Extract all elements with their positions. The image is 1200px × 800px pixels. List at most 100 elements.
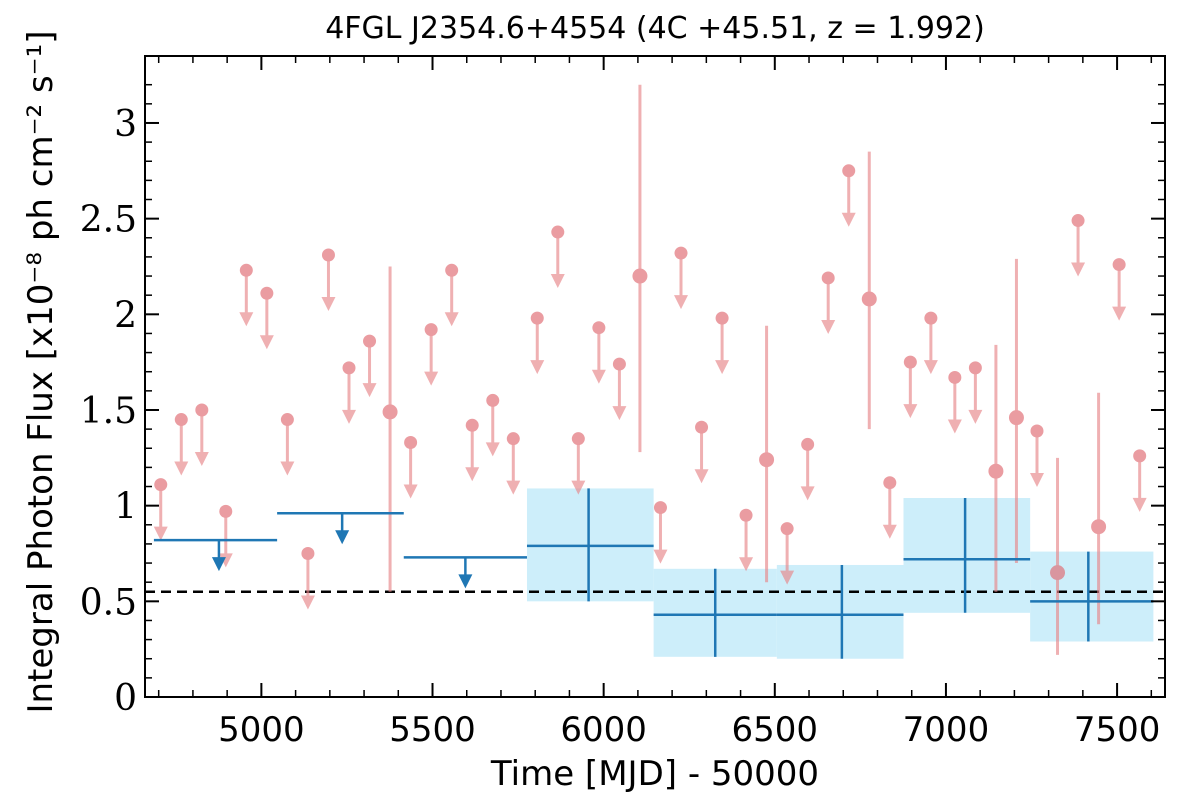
monthly-detection (382, 266, 398, 592)
x-tick-label: 7500 (1074, 710, 1161, 750)
monthly-upper-limit (1071, 214, 1086, 277)
monthly-ul-marker (592, 321, 606, 335)
monthly-upper-limit (530, 311, 545, 375)
monthly-ul-marker (842, 164, 856, 178)
tick-layer: 5000 5500 6000 6500 7000 7500 0 0.5 1 1.5 2 2.5 3 (80, 56, 1165, 750)
monthly-ul-arrowhead (300, 595, 315, 610)
monthly-points-layer (153, 84, 1147, 655)
y-tick-label: 2.5 (80, 200, 137, 241)
monthly-ul-marker (1071, 214, 1085, 228)
binned-detection (903, 498, 1031, 613)
monthly-ul-marker (301, 546, 315, 560)
monthly-ul-arrowhead (739, 557, 754, 572)
monthly-ul-marker (424, 323, 438, 337)
monthly-ul-arrowhead (653, 549, 668, 564)
monthly-ul-marker (968, 361, 982, 375)
y-tick-label: 1.5 (80, 391, 137, 432)
binned-detection (1030, 551, 1154, 642)
monthly-ul-arrowhead (923, 360, 938, 375)
monthly-ul-arrowhead (821, 319, 836, 334)
binned-points-layer (153, 488, 1154, 659)
monthly-upper-limit (424, 323, 439, 386)
monthly-marker (1091, 519, 1107, 535)
x-tick-label: 7000 (903, 710, 990, 750)
monthly-ul-arrowhead (968, 409, 983, 424)
monthly-detection (632, 84, 648, 453)
monthly-ul-arrowhead (362, 383, 377, 398)
monthly-upper-limit (342, 361, 356, 424)
monthly-ul-marker (924, 311, 938, 325)
monthly-upper-limit (715, 311, 730, 375)
monthly-ul-marker (321, 248, 335, 262)
monthly-ul-marker (342, 361, 356, 375)
monthly-marker (759, 452, 775, 468)
x-tick-label: 6000 (560, 710, 647, 750)
monthly-ul-arrowhead (612, 406, 627, 421)
monthly-upper-limit (968, 361, 983, 424)
monthly-upper-limit (739, 508, 754, 572)
monthly-upper-limit (280, 413, 295, 476)
monthly-upper-limit (362, 334, 377, 398)
monthly-ul-arrowhead (424, 371, 439, 386)
monthly-ul-arrowhead (403, 484, 418, 499)
monthly-ul-marker (486, 393, 500, 407)
monthly-ul-marker (465, 418, 479, 432)
monthly-ul-arrowhead (1071, 262, 1086, 277)
monthly-upper-limit (674, 246, 689, 310)
monthly-upper-limit (259, 286, 274, 350)
monthly-ul-marker (903, 355, 917, 369)
y-tick-label: 1 (114, 487, 137, 528)
monthly-ul-arrowhead (506, 480, 521, 495)
binned-band (903, 498, 1031, 613)
x-axis-label: Time [MJD] - 50000 (490, 754, 819, 794)
monthly-ul-arrowhead (780, 570, 795, 585)
monthly-ul-marker (530, 311, 544, 325)
monthly-detection (1008, 258, 1024, 564)
monthly-ul-arrowhead (694, 469, 709, 484)
monthly-ul-arrowhead (153, 526, 168, 541)
monthly-ul-marker (739, 508, 753, 522)
monthly-ul-arrowhead (239, 312, 254, 327)
monthly-ul-marker (219, 504, 233, 518)
monthly-ul-arrowhead (259, 335, 274, 350)
x-tick-label: 6500 (732, 710, 819, 750)
monthly-ul-arrowhead (1029, 473, 1044, 488)
binned-detection (776, 564, 904, 659)
monthly-ul-arrowhead (321, 296, 336, 311)
monthly-ul-marker (239, 263, 253, 277)
monthly-ul-arrowhead (591, 369, 606, 384)
monthly-ul-arrowhead (674, 295, 689, 310)
monthly-upper-limit (444, 263, 459, 327)
monthly-ul-marker (195, 403, 209, 417)
monthly-detection (861, 151, 877, 430)
monthly-ul-arrowhead (280, 461, 295, 476)
monthly-upper-limit (821, 271, 836, 334)
monthly-ul-marker (883, 476, 897, 490)
monthly-ul-arrowhead (550, 274, 565, 289)
monthly-ul-marker (1112, 258, 1126, 272)
binned-detection (526, 488, 654, 602)
monthly-upper-limit (591, 321, 606, 384)
monthly-upper-limit (571, 432, 586, 495)
monthly-ul-marker (506, 432, 520, 446)
monthly-upper-limit (153, 478, 168, 541)
monthly-detection (1050, 457, 1066, 655)
monthly-upper-limit (947, 370, 962, 434)
monthly-upper-limit (694, 420, 709, 484)
monthly-ul-marker (1030, 424, 1044, 438)
y-axis-label: Integral Photon Flux [x10⁻⁸ ph cm⁻² s⁻¹] (21, 30, 61, 713)
y-tick-label: 2 (114, 295, 137, 336)
monthly-ul-arrowhead (1132, 497, 1147, 512)
monthly-upper-limit (485, 393, 500, 457)
monthly-ul-marker (404, 436, 418, 450)
monthly-detection (988, 344, 1004, 592)
binned-ul-arrowhead (458, 574, 473, 589)
monthly-ul-arrowhead (800, 486, 815, 501)
monthly-upper-limit (194, 403, 209, 466)
monthly-marker (861, 291, 877, 307)
monthly-ul-marker (948, 370, 962, 384)
monthly-ul-marker (551, 225, 565, 239)
binned-ul-arrowhead (335, 530, 350, 545)
monthly-upper-limit (1132, 449, 1147, 512)
monthly-ul-marker (571, 432, 585, 446)
